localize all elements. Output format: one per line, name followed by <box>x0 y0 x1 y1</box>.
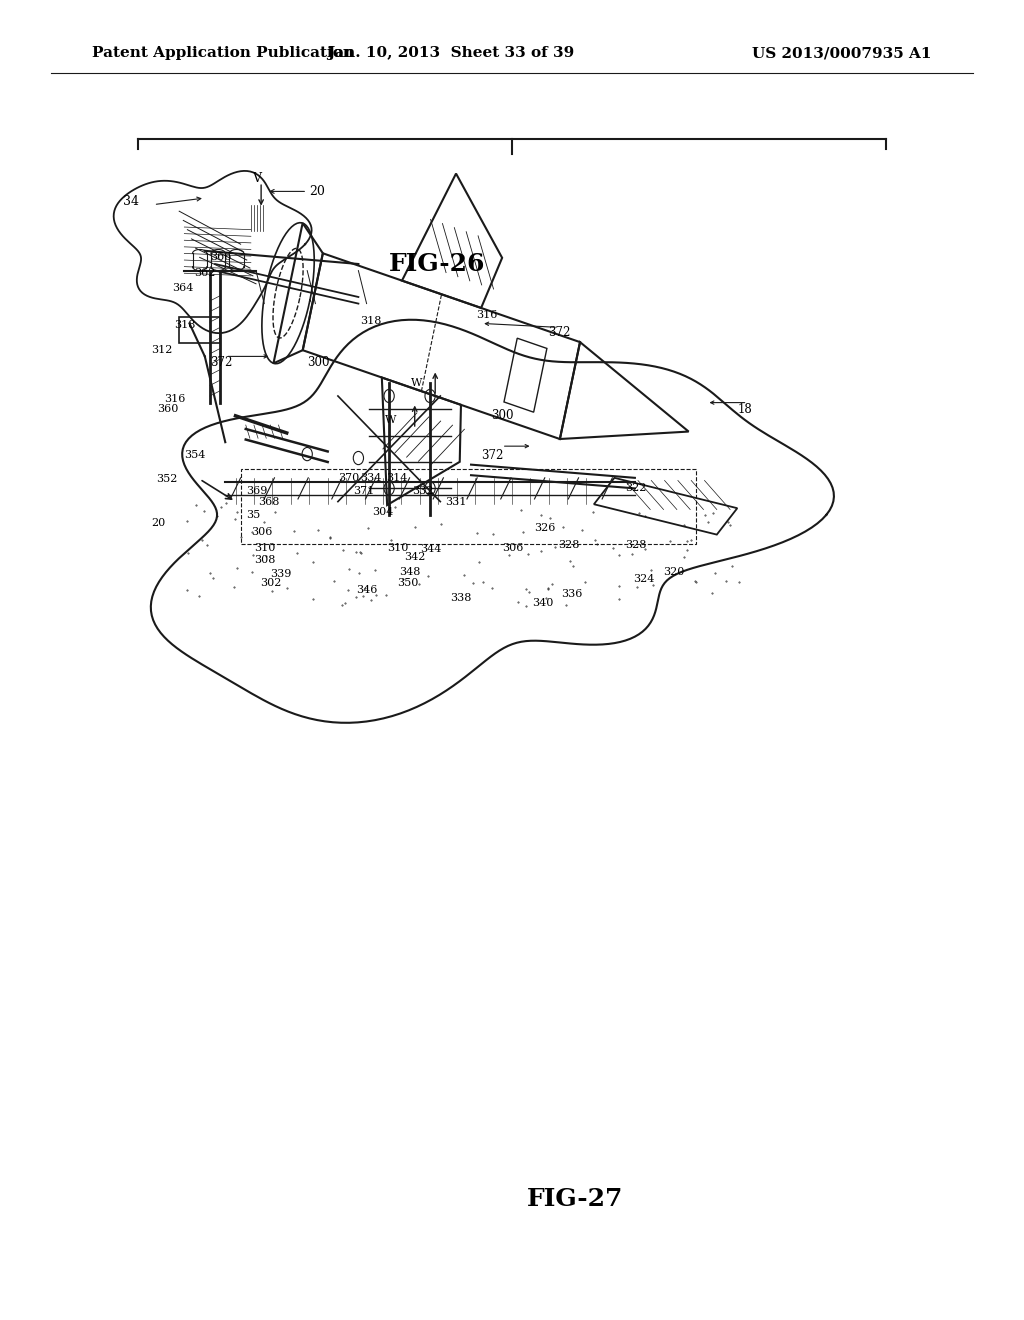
Text: 324: 324 <box>633 574 654 585</box>
Text: 362: 362 <box>195 268 216 279</box>
Text: 310: 310 <box>387 543 409 553</box>
Text: 340: 340 <box>532 598 554 609</box>
Text: 316: 316 <box>476 310 498 321</box>
Text: 300: 300 <box>307 356 330 370</box>
Text: 318: 318 <box>174 319 196 330</box>
Text: Patent Application Publication: Patent Application Publication <box>92 46 354 61</box>
Text: 300: 300 <box>492 409 514 422</box>
Text: 314: 314 <box>386 473 408 483</box>
Text: 326: 326 <box>535 523 556 533</box>
Text: 344: 344 <box>420 544 441 554</box>
Text: 339: 339 <box>270 569 292 579</box>
Text: 18: 18 <box>737 403 752 416</box>
Text: 302: 302 <box>260 578 282 589</box>
Text: 318: 318 <box>360 315 382 326</box>
Text: 372: 372 <box>548 326 570 339</box>
Text: 306: 306 <box>502 543 523 553</box>
Text: 312: 312 <box>152 345 173 355</box>
Text: 328: 328 <box>625 540 646 550</box>
Text: US 2013/0007935 A1: US 2013/0007935 A1 <box>753 46 932 61</box>
Text: 310: 310 <box>254 543 275 553</box>
Text: 328: 328 <box>558 540 580 550</box>
Text: 360: 360 <box>157 404 178 414</box>
Text: 354: 354 <box>184 450 206 461</box>
Text: W: W <box>411 378 422 388</box>
Text: Jan. 10, 2013  Sheet 33 of 39: Jan. 10, 2013 Sheet 33 of 39 <box>327 46 574 61</box>
Text: 369: 369 <box>246 486 267 496</box>
Text: 34: 34 <box>123 195 139 209</box>
Text: FIG-27: FIG-27 <box>527 1187 624 1210</box>
Text: 364: 364 <box>172 282 194 293</box>
Text: 332: 332 <box>412 486 433 496</box>
Text: 304: 304 <box>372 507 393 517</box>
Text: 352: 352 <box>156 474 177 484</box>
Text: 336: 336 <box>561 589 583 599</box>
Text: 308: 308 <box>254 554 275 565</box>
Text: V: V <box>253 172 261 185</box>
Text: 320: 320 <box>664 566 685 577</box>
Text: 370: 370 <box>338 473 359 483</box>
Text: 371: 371 <box>353 486 375 496</box>
Text: 20: 20 <box>152 517 166 528</box>
Text: FIG-26: FIG-26 <box>389 252 485 276</box>
Text: 346: 346 <box>356 585 378 595</box>
Text: 20: 20 <box>309 185 326 198</box>
Text: 338: 338 <box>451 593 472 603</box>
Text: 316: 316 <box>164 393 185 404</box>
Text: 306: 306 <box>251 527 272 537</box>
Text: 366: 366 <box>210 252 231 263</box>
Text: 350: 350 <box>397 578 419 589</box>
Text: 368: 368 <box>258 496 280 507</box>
Text: 342: 342 <box>404 552 426 562</box>
Text: 334: 334 <box>360 473 382 483</box>
Text: 331: 331 <box>445 496 467 507</box>
Text: 372: 372 <box>210 356 232 370</box>
Text: 372: 372 <box>481 449 504 462</box>
Text: 348: 348 <box>399 566 421 577</box>
Text: W: W <box>385 414 396 425</box>
Text: 322: 322 <box>625 483 646 494</box>
Text: 35: 35 <box>246 510 260 520</box>
